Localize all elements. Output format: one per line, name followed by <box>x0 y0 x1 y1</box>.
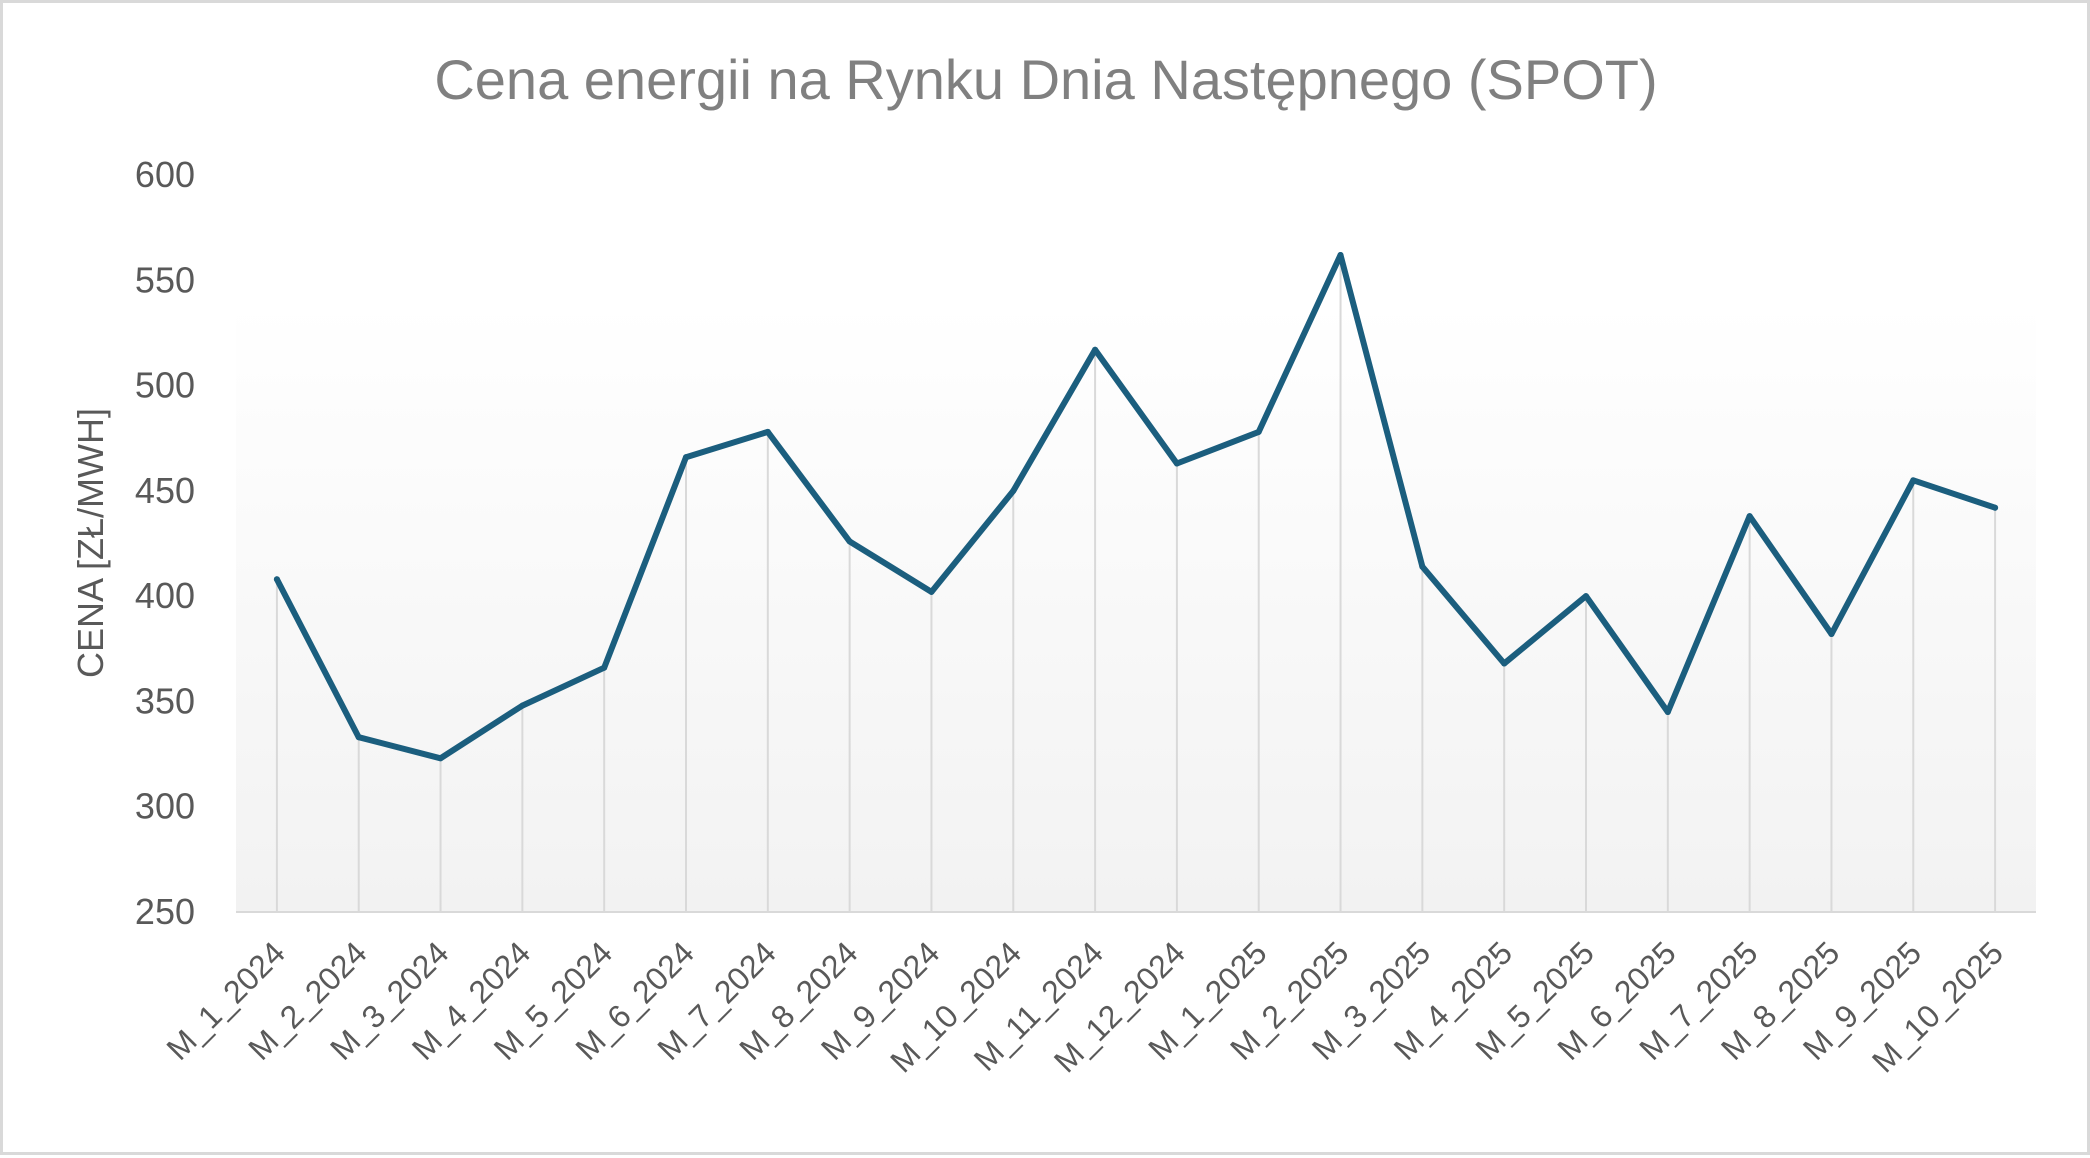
data-point <box>1992 504 1999 511</box>
data-point <box>1092 346 1099 353</box>
drop-lines <box>275 255 1997 912</box>
data-point <box>1337 252 1344 259</box>
data-point <box>355 734 362 741</box>
y-axis-label: CENA [ZŁ/MWH] <box>70 408 111 678</box>
data-point <box>683 454 689 461</box>
chart-title: Cena energii na Rynku Dnia Następnego (S… <box>434 48 1657 111</box>
y-tick-label: 550 <box>135 259 195 300</box>
series-line <box>273 252 1999 762</box>
y-tick-label: 500 <box>135 365 195 406</box>
line-chart: Cena energii na Rynku Dnia Następnego (S… <box>70 48 2036 1079</box>
data-point <box>764 428 771 435</box>
y-tick-label: 450 <box>135 470 195 511</box>
data-point <box>1255 428 1262 435</box>
plot-area-background <box>236 303 2036 912</box>
data-point <box>928 588 935 595</box>
x-axis-ticks: M_1_2024M_2_2024M_3_2024M_4_2024M_5_2024… <box>159 934 2010 1079</box>
y-tick-label: 300 <box>135 786 195 827</box>
data-point <box>1419 563 1426 570</box>
data-point <box>846 538 853 545</box>
data-point <box>1664 708 1671 715</box>
data-point <box>437 755 444 762</box>
data-point <box>273 576 280 583</box>
data-points <box>273 252 1999 762</box>
data-point <box>1910 477 1917 484</box>
y-tick-label: 250 <box>135 891 195 932</box>
data-point <box>519 702 526 709</box>
data-point <box>601 664 608 671</box>
y-tick-label: 400 <box>135 575 195 616</box>
data-point <box>1746 513 1753 520</box>
data-point <box>1501 660 1508 667</box>
y-tick-label: 600 <box>135 154 195 195</box>
data-point <box>1583 593 1589 600</box>
y-tick-label: 350 <box>135 680 195 721</box>
data-point <box>1010 487 1017 494</box>
data-point <box>1828 631 1835 638</box>
y-axis-ticks: 250 300 350 400 450 500 550 600 <box>135 154 195 932</box>
data-point <box>1173 460 1180 467</box>
